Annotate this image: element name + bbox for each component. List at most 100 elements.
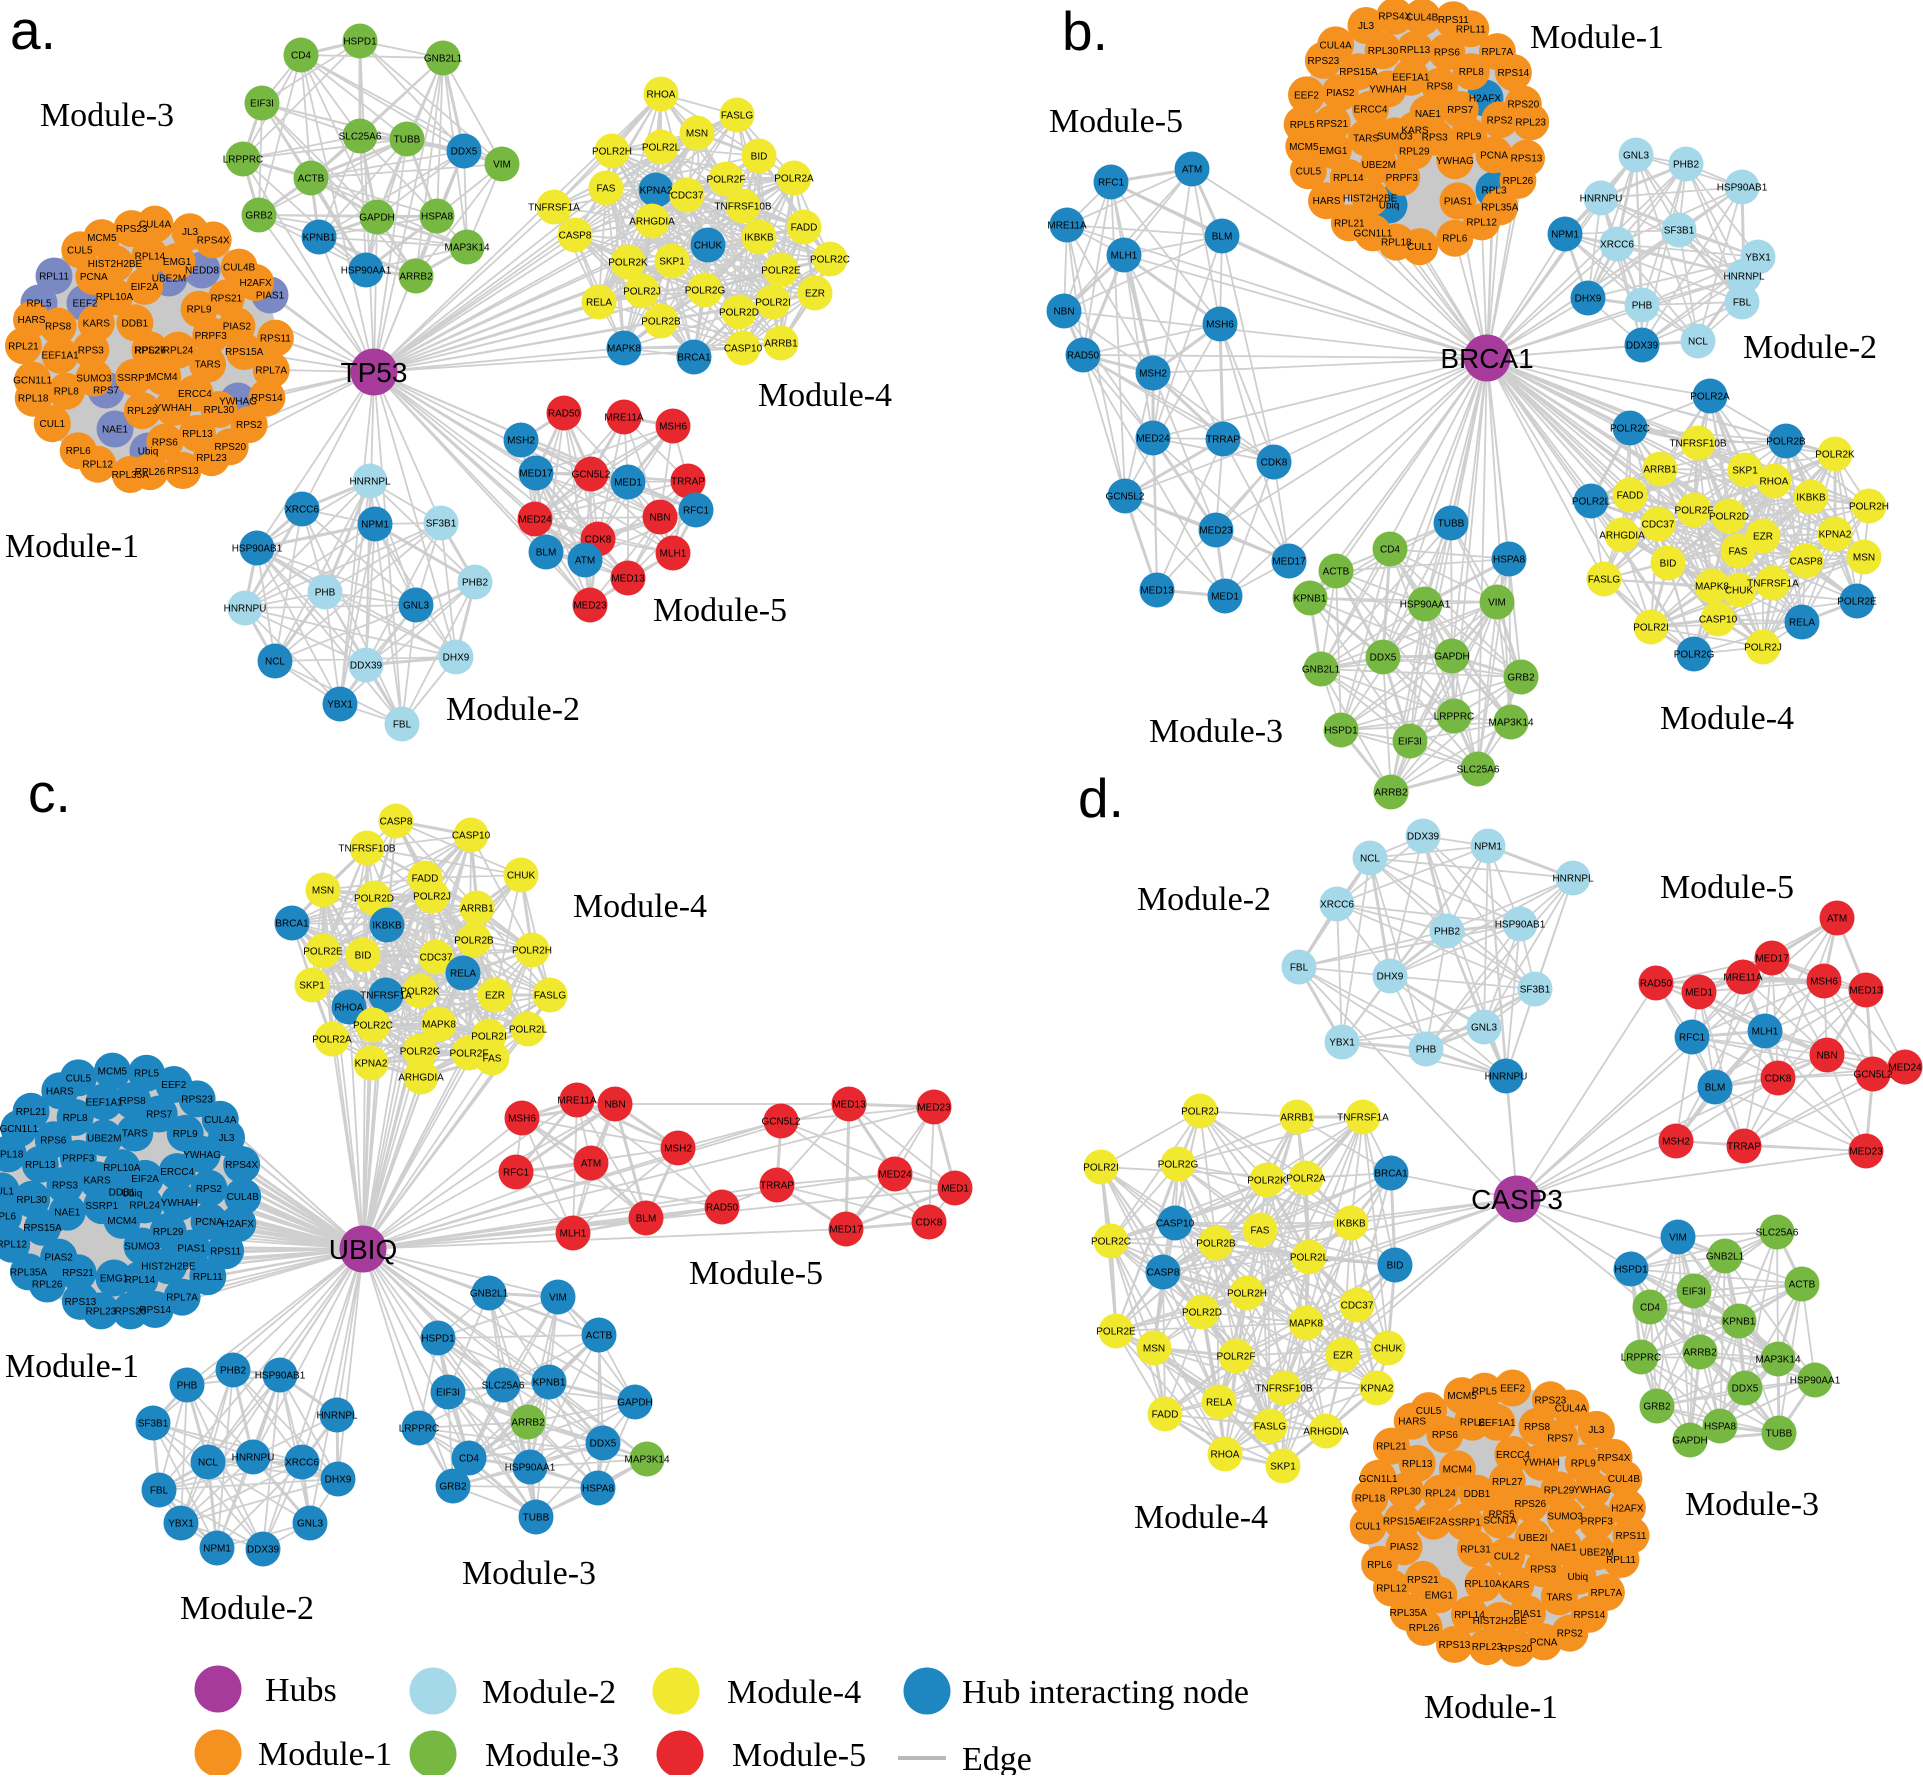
svg-text:EIF2A: EIF2A <box>131 1174 159 1185</box>
svg-text:MCM5: MCM5 <box>1289 142 1319 153</box>
svg-text:ARRB1: ARRB1 <box>1643 465 1677 476</box>
svg-text:CASP8: CASP8 <box>559 231 592 242</box>
svg-text:GCN5L2: GCN5L2 <box>762 1117 801 1128</box>
svg-text:ARRB1: ARRB1 <box>460 904 494 915</box>
svg-text:RPL26: RPL26 <box>1503 176 1534 187</box>
svg-text:BLM: BLM <box>1705 1083 1726 1094</box>
svg-text:YWHAG: YWHAG <box>183 1150 221 1161</box>
svg-text:POLR2F: POLR2F <box>707 175 746 186</box>
svg-text:FASLG: FASLG <box>721 111 753 122</box>
svg-text:CDK8: CDK8 <box>916 1218 943 1229</box>
svg-text:ARRB2: ARRB2 <box>1683 1348 1717 1359</box>
svg-text:CHUK: CHUK <box>1374 1344 1403 1355</box>
svg-text:POLR2L: POLR2L <box>642 143 681 154</box>
svg-text:MSH2: MSH2 <box>1662 1137 1690 1148</box>
svg-text:GCN1L1: GCN1L1 <box>13 376 52 387</box>
svg-text:RPL13: RPL13 <box>1402 1459 1433 1470</box>
svg-text:NBN: NBN <box>1053 307 1074 318</box>
svg-text:FAS: FAS <box>1251 1226 1270 1237</box>
svg-text:TNFRSF1A: TNFRSF1A <box>528 203 580 214</box>
svg-text:POLR2E: POLR2E <box>1096 1327 1136 1338</box>
svg-text:EIF3I: EIF3I <box>250 99 274 110</box>
svg-text:RPS21: RPS21 <box>62 1268 94 1279</box>
svg-text:H2AFX: H2AFX <box>1611 1503 1644 1514</box>
svg-text:FASLG: FASLG <box>534 991 566 1002</box>
svg-text:BID: BID <box>1660 559 1677 570</box>
svg-text:NBN: NBN <box>604 1100 625 1111</box>
svg-text:YBX1: YBX1 <box>1745 253 1771 264</box>
svg-text:FADD: FADD <box>1152 1410 1179 1421</box>
svg-text:FAS: FAS <box>483 1054 502 1065</box>
svg-text:DDX5: DDX5 <box>1370 653 1397 664</box>
svg-text:TUBB: TUBB <box>394 135 421 146</box>
svg-text:BLM: BLM <box>636 1214 657 1225</box>
svg-text:RPL13: RPL13 <box>1400 45 1431 56</box>
svg-text:TRRAP: TRRAP <box>760 1181 794 1192</box>
svg-text:RPS8: RPS8 <box>45 322 72 333</box>
svg-text:MAPK8: MAPK8 <box>1695 582 1729 593</box>
svg-text:CDK8: CDK8 <box>585 535 612 546</box>
svg-text:SSRP1: SSRP1 <box>117 373 150 384</box>
svg-text:PIAS1: PIAS1 <box>1444 196 1473 207</box>
svg-text:GNB2L1: GNB2L1 <box>470 1289 509 1300</box>
svg-text:POLR2B: POLR2B <box>1766 437 1806 448</box>
svg-text:MAPK8: MAPK8 <box>1289 1319 1323 1330</box>
svg-text:POLR2G: POLR2G <box>685 286 726 297</box>
svg-text:RPL5: RPL5 <box>134 1069 159 1080</box>
svg-text:d.: d. <box>1078 767 1124 829</box>
svg-text:CUL4A: CUL4A <box>1319 40 1352 51</box>
svg-text:GNB2L1: GNB2L1 <box>1302 665 1341 676</box>
svg-text:HSP90AA1: HSP90AA1 <box>341 266 392 277</box>
svg-text:TRRAP: TRRAP <box>1206 435 1240 446</box>
svg-text:Module-1: Module-1 <box>5 528 139 565</box>
svg-text:TNFRSF10B: TNFRSF10B <box>1669 439 1727 450</box>
svg-text:YWHAH: YWHAH <box>1369 85 1406 96</box>
svg-text:BID: BID <box>751 152 768 163</box>
svg-text:RPL27: RPL27 <box>1492 1477 1523 1488</box>
svg-text:MED17: MED17 <box>1272 557 1306 568</box>
svg-text:RPL35A: RPL35A <box>1390 1608 1428 1619</box>
svg-text:Ubiq: Ubiq <box>138 447 159 458</box>
svg-text:RPL8: RPL8 <box>63 1113 88 1124</box>
svg-text:BLM: BLM <box>536 548 557 559</box>
svg-text:RPS8: RPS8 <box>1524 1422 1551 1433</box>
svg-text:HIST2H2BE: HIST2H2BE <box>88 259 143 270</box>
svg-text:MED24: MED24 <box>518 515 552 526</box>
svg-text:RPL29: RPL29 <box>1544 1485 1575 1496</box>
svg-text:VIM: VIM <box>1488 598 1506 609</box>
svg-text:ARRB1: ARRB1 <box>1280 1113 1314 1124</box>
svg-text:RPL10A: RPL10A <box>1464 1579 1502 1590</box>
svg-text:SF3B1: SF3B1 <box>1520 985 1551 996</box>
svg-text:NBN: NBN <box>1816 1051 1837 1062</box>
svg-text:POLR2H: POLR2H <box>1227 1289 1267 1300</box>
svg-text:RPS15A: RPS15A <box>23 1223 62 1234</box>
svg-text:H2AFX: H2AFX <box>222 1219 255 1230</box>
svg-text:EMG1: EMG1 <box>100 1274 129 1285</box>
svg-text:PHB: PHB <box>1632 301 1653 312</box>
svg-text:EMG1: EMG1 <box>1425 1590 1454 1601</box>
svg-text:SLC25A6: SLC25A6 <box>1756 1228 1799 1239</box>
svg-text:RPL24: RPL24 <box>163 346 194 357</box>
svg-text:POLR2F: POLR2F <box>1217 1352 1256 1363</box>
svg-text:DDX5: DDX5 <box>451 147 478 158</box>
svg-text:MSH2: MSH2 <box>664 1144 692 1155</box>
svg-text:b.: b. <box>1062 0 1108 62</box>
svg-text:RPL21: RPL21 <box>1334 218 1365 229</box>
svg-text:RFC1: RFC1 <box>683 506 710 517</box>
svg-text:HNRNPU: HNRNPU <box>1580 194 1623 205</box>
svg-text:HSP90AA1: HSP90AA1 <box>505 1463 556 1474</box>
svg-text:ATM: ATM <box>1827 914 1847 925</box>
svg-text:PRPF3: PRPF3 <box>1581 1517 1614 1528</box>
svg-text:NPM1: NPM1 <box>1551 230 1579 241</box>
svg-text:ATM: ATM <box>575 556 595 567</box>
svg-text:SUMO3: SUMO3 <box>1547 1512 1583 1523</box>
svg-text:Hubs: Hubs <box>265 1672 337 1709</box>
svg-text:POLR2H: POLR2H <box>512 946 552 957</box>
svg-text:CDC37: CDC37 <box>1341 1301 1374 1312</box>
svg-text:POLR2D: POLR2D <box>719 308 759 319</box>
svg-text:NCL: NCL <box>265 657 285 668</box>
svg-text:JL3: JL3 <box>182 227 199 238</box>
svg-text:EEF2: EEF2 <box>161 1080 186 1091</box>
svg-text:RPS14: RPS14 <box>1573 1610 1605 1621</box>
svg-text:UBE2M: UBE2M <box>152 274 186 285</box>
